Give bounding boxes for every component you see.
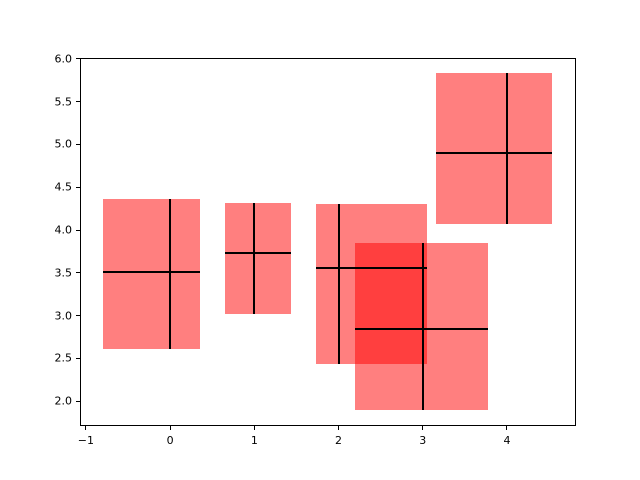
error-bar-horizontal <box>102 270 200 273</box>
error-box <box>354 242 489 410</box>
error-bar-vertical <box>253 202 256 314</box>
x-axis-tick-label: 3 <box>419 434 427 447</box>
error-bar-horizontal <box>354 328 489 331</box>
y-axis-tick-label: 3.0 <box>54 309 73 323</box>
error-bar-vertical <box>421 242 424 410</box>
y-axis-tick-label: 2.5 <box>54 351 73 365</box>
x-axis-tick-label: −1 <box>77 434 94 447</box>
y-axis-tick-label: 5.5 <box>54 95 73 109</box>
x-axis-tick-label: 1 <box>250 434 258 447</box>
error-box <box>102 199 200 349</box>
y-axis-tick-label: 4.0 <box>54 223 73 237</box>
x-axis-tick-label: 4 <box>503 434 511 447</box>
y-axis-tick-mark <box>76 400 80 402</box>
y-axis-tick-label: 5.0 <box>54 137 73 151</box>
y-axis-tick-mark <box>76 357 80 359</box>
y-axis-tick-mark <box>76 101 80 103</box>
error-bar-vertical <box>169 199 172 349</box>
y-axis-tick-label: 3.5 <box>54 266 73 280</box>
error-box <box>224 202 291 314</box>
error-bar-horizontal <box>224 252 291 255</box>
error-bar-vertical <box>337 204 340 364</box>
y-axis-tick-mark <box>76 315 80 317</box>
x-axis-tick-mark <box>253 426 255 430</box>
y-axis-tick-label: 2.0 <box>54 394 73 408</box>
y-axis-tick-mark <box>76 143 80 145</box>
y-axis-tick-label: 6.0 <box>54 52 73 66</box>
y-axis-tick-label: 4.5 <box>54 180 73 194</box>
plot-area <box>80 58 576 426</box>
error-bar-horizontal <box>315 266 427 269</box>
y-axis-tick-mark <box>76 58 80 60</box>
x-axis-tick-mark <box>169 426 171 430</box>
x-axis-tick-mark <box>422 426 424 430</box>
x-axis-tick-mark <box>506 426 508 430</box>
error-bar-horizontal <box>436 151 553 154</box>
error-bar-vertical <box>505 73 508 224</box>
x-axis-tick-label: 2 <box>335 434 343 447</box>
error-box <box>436 73 553 224</box>
y-axis-tick-mark <box>76 272 80 274</box>
y-axis-tick-mark <box>76 229 80 231</box>
y-axis-tick-mark <box>76 186 80 188</box>
x-axis-tick-mark <box>85 426 87 430</box>
x-axis-tick-mark <box>338 426 340 430</box>
x-axis-tick-label: 0 <box>166 434 174 447</box>
